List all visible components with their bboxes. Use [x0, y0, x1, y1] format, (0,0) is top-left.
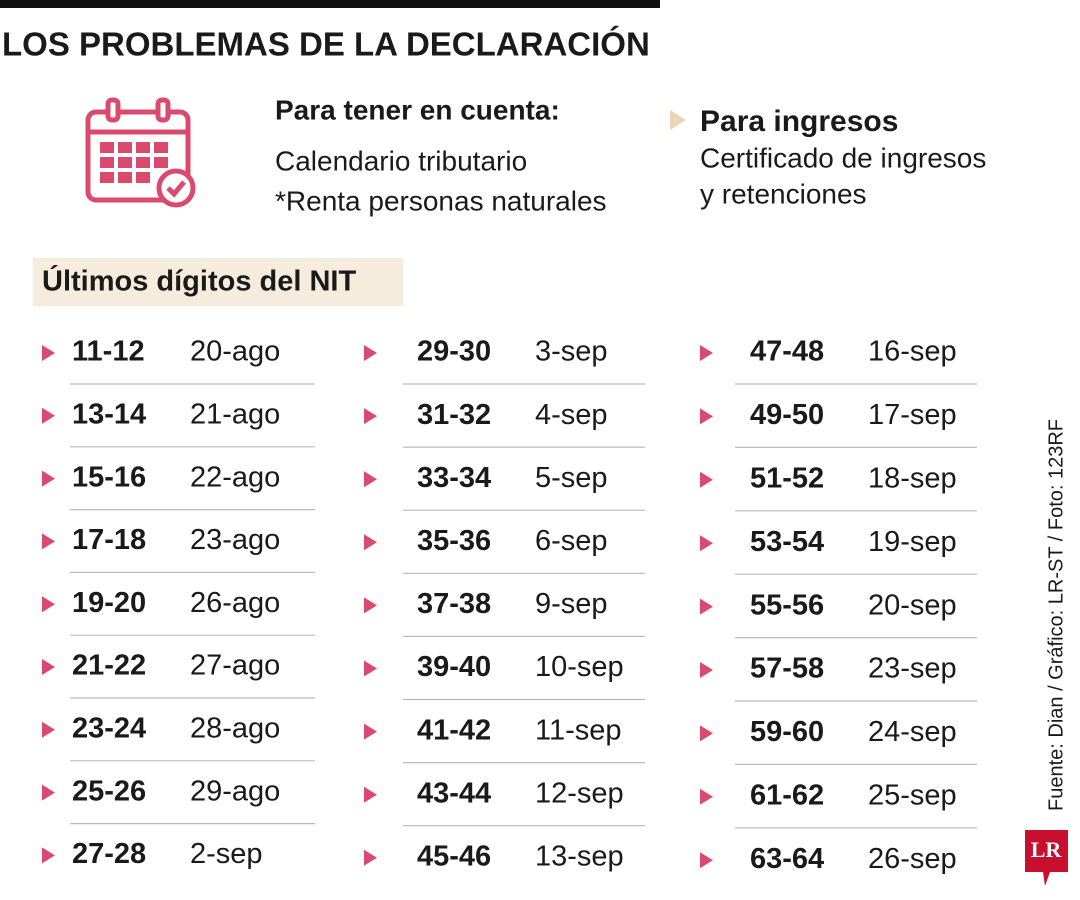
due-date: 12-sep — [535, 777, 624, 809]
due-date: 2-sep — [190, 838, 263, 870]
bullet — [670, 110, 686, 130]
due-date: 25-sep — [868, 779, 957, 811]
due-date: 26-ago — [190, 587, 280, 619]
nit-digits: 37-38 — [417, 588, 491, 620]
bullet — [364, 660, 377, 677]
due-date: 17-sep — [868, 399, 957, 431]
nit-digits: 53-54 — [750, 526, 824, 558]
nit-digits: 63-64 — [750, 843, 824, 875]
nit-digits: 15-16 — [72, 461, 146, 493]
due-date: 16-sep — [868, 336, 957, 368]
label-box — [33, 258, 403, 306]
top-bar — [0, 0, 660, 8]
nit-digits: 41-42 — [417, 714, 491, 746]
bullet — [364, 471, 377, 488]
bullet — [364, 408, 377, 425]
nit-digits: 13-14 — [72, 398, 146, 430]
nit-digits: 57-58 — [750, 653, 824, 685]
nit-digits: 21-22 — [72, 650, 146, 682]
title: LOS PROBLEMAS DE LA DECLARACIÓN — [2, 26, 650, 63]
bullet — [364, 723, 377, 740]
due-date: 27-ago — [190, 650, 280, 682]
bullet — [364, 597, 377, 614]
bullet — [700, 788, 713, 805]
due-date: 29-ago — [190, 775, 280, 807]
bullet — [700, 598, 713, 615]
aside-line: Certificado de ingresos — [700, 142, 986, 173]
nit-digits: 33-34 — [417, 462, 491, 494]
due-date: 20-sep — [868, 589, 957, 621]
due-date: 22-ago — [190, 461, 280, 493]
info-line: Calendario tributario — [275, 145, 527, 176]
due-date: 28-ago — [190, 712, 280, 744]
bullet — [42, 659, 55, 675]
bullet — [364, 345, 377, 361]
bullet — [42, 596, 55, 613]
due-date: 20-ago — [190, 336, 280, 368]
due-date: 23-ago — [190, 524, 280, 556]
nit-digits: 59-60 — [750, 716, 824, 748]
nit-digits: 49-50 — [750, 399, 824, 431]
due-date: 3-sep — [535, 336, 608, 368]
calendar-icon — [85, 97, 196, 208]
nit-digits: 17-18 — [72, 524, 146, 556]
bullet — [700, 408, 713, 425]
bullet — [700, 471, 713, 488]
bullet — [42, 470, 55, 487]
nit-digits: 43-44 — [417, 777, 491, 809]
bullet — [364, 534, 377, 551]
due-date: 4-sep — [535, 399, 608, 431]
bullet — [364, 786, 377, 803]
info-heading: Para tener en cuenta: — [275, 94, 560, 125]
nit-digits: 31-32 — [417, 399, 491, 431]
bullet — [364, 849, 377, 866]
logo-text: LR — [1031, 837, 1063, 862]
due-date: 9-sep — [535, 588, 608, 620]
bullet — [42, 721, 55, 738]
nit-digits: 23-24 — [72, 712, 146, 744]
due-date: 24-sep — [868, 716, 957, 748]
nit-digits: 25-26 — [72, 775, 146, 807]
nit-digits: 19-20 — [72, 587, 146, 619]
nit-digits: 39-40 — [417, 651, 491, 683]
bullet — [42, 847, 55, 864]
bullet — [700, 725, 713, 742]
bullet — [42, 407, 55, 424]
nit-digits: 55-56 — [750, 589, 824, 621]
nit-digits: 35-36 — [417, 525, 491, 557]
logo: LR — [1025, 830, 1068, 886]
due-date: 23-sep — [868, 653, 957, 685]
bullet — [700, 852, 713, 869]
bullet — [42, 345, 55, 361]
nit-digits: 11-12 — [72, 336, 145, 368]
bullet — [700, 345, 713, 361]
due-date: 19-sep — [868, 526, 957, 558]
aside-line: y retenciones — [700, 178, 867, 209]
aside-heading: Para ingresos — [700, 105, 898, 138]
nit-digits: 47-48 — [750, 336, 824, 368]
due-date: 26-sep — [868, 843, 957, 875]
due-date: 6-sep — [535, 525, 608, 557]
due-date: 13-sep — [535, 840, 624, 872]
bullet — [700, 535, 713, 552]
source: Fuente: Dian / Gráfico: LR-ST / Foto: 12… — [1045, 419, 1067, 811]
nit-digits: 45-46 — [417, 840, 491, 872]
info-line: *Renta personas naturales — [275, 185, 607, 216]
bullet — [42, 784, 55, 801]
nit-digits: 29-30 — [417, 336, 491, 368]
nit-digits: 61-62 — [750, 779, 824, 811]
nit-digits: 51-52 — [750, 462, 824, 494]
due-date: 11-sep — [535, 714, 622, 746]
due-date: 21-ago — [190, 398, 280, 430]
bullet — [42, 533, 55, 550]
bullet — [700, 662, 713, 678]
nit-digits: 27-28 — [72, 838, 146, 870]
section-label: Últimos dígitos del NIT — [42, 264, 356, 298]
due-date: 5-sep — [535, 462, 608, 494]
due-date: 10-sep — [535, 651, 624, 683]
due-date: 18-sep — [868, 462, 957, 494]
